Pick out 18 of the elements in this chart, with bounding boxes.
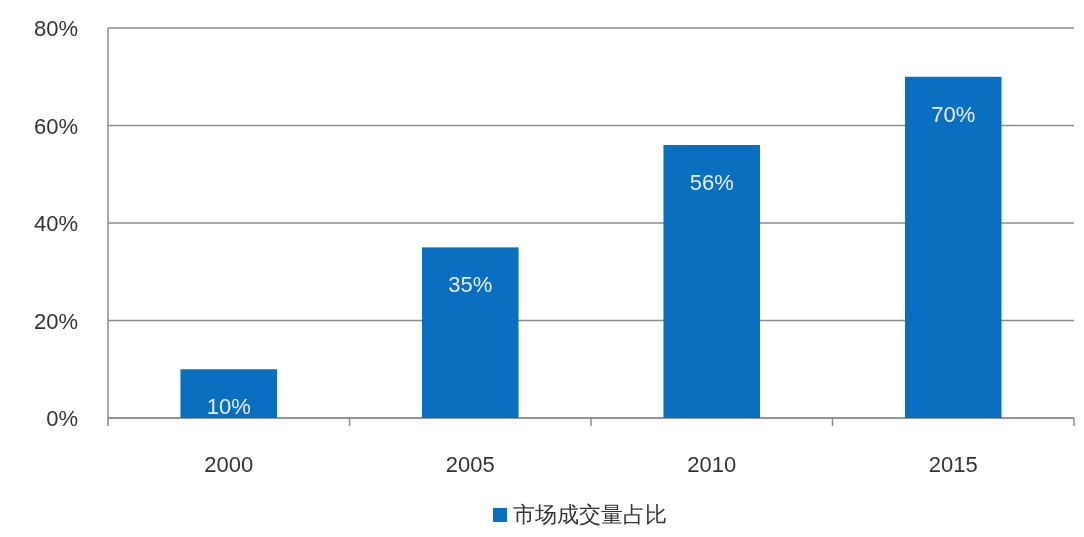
data-label: 35%	[448, 272, 493, 298]
legend-label: 市场成交量占比	[513, 502, 667, 527]
bar	[180, 369, 278, 418]
x-tick-label: 2015	[928, 452, 978, 477]
data-label: 10%	[206, 394, 251, 420]
y-tick-label: 40%	[33, 211, 78, 236]
y-tick-label: 60%	[33, 113, 78, 139]
data-label: 56%	[689, 170, 734, 195]
x-tick-label: 2000	[204, 452, 254, 477]
bar	[421, 247, 519, 418]
x-tick-label: 2005	[445, 452, 495, 477]
x-tick-label: 2010	[687, 452, 737, 477]
data-label: 70%	[931, 101, 976, 127]
y-tick-label: 80%	[33, 16, 78, 41]
bar	[904, 76, 1002, 418]
y-tick-label: 20%	[33, 308, 78, 334]
bar	[663, 145, 761, 418]
y-tick-label: 0%	[46, 406, 78, 431]
